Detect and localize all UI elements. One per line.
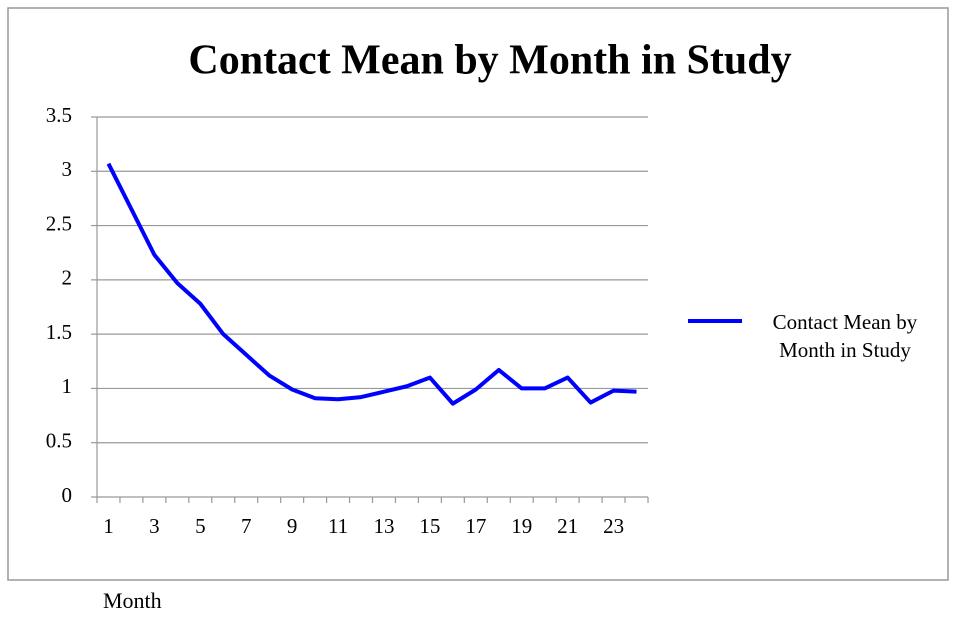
x-tick-label: 15 (419, 514, 440, 538)
chart-border (7, 7, 949, 581)
x-tick-label: 19 (511, 514, 532, 538)
x-tick-label: 5 (195, 514, 206, 538)
y-tick-label: 1.5 (46, 320, 72, 344)
x-axis-label: Month (103, 588, 162, 613)
x-tick-label: 13 (373, 514, 394, 538)
x-tick-label: 7 (241, 514, 252, 538)
y-tick-label: 3 (62, 157, 73, 181)
y-tick-label: 0 (62, 483, 73, 507)
y-tick-label: 1 (62, 374, 73, 398)
legend: Contact Mean by Month in Study (700, 308, 956, 364)
x-tick-label: 11 (328, 514, 348, 538)
x-tick-label: 21 (557, 514, 578, 538)
y-tick-label: 2.5 (46, 211, 72, 235)
x-tick-label: 1 (103, 514, 114, 538)
chart-title: Contact Mean by Month in Study (188, 38, 791, 84)
x-tick-label: 3 (149, 514, 160, 538)
y-tick-label: 0.5 (46, 429, 72, 453)
y-tick-label: 3.5 (46, 103, 72, 127)
legend-label: Contact Mean by Month in Study (772, 310, 918, 362)
line-series (106, 162, 637, 406)
x-tick-label: 23 (603, 514, 624, 538)
y-tick-label: 2 (62, 266, 73, 290)
x-tick-label: 9 (287, 514, 298, 538)
x-tick-label: 17 (465, 514, 486, 538)
